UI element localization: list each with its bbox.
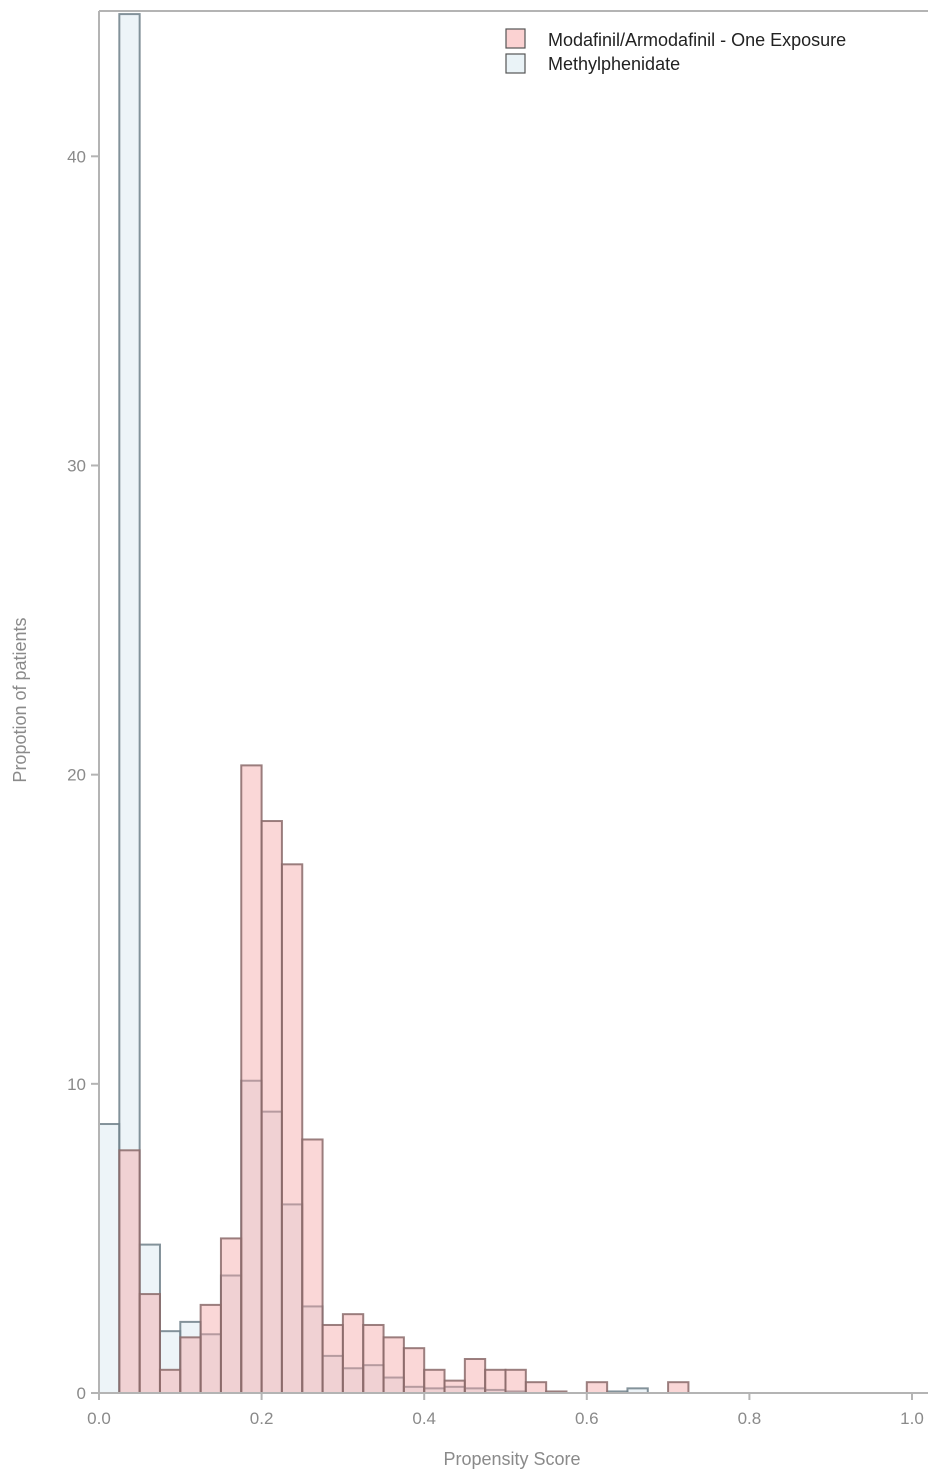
modafinil-bar-4 [179, 1336, 202, 1394]
x-tick-label-0: 0.0 [87, 1409, 111, 1428]
bars-layer [98, 13, 690, 1395]
y-tick-label-2: 20 [67, 766, 86, 785]
modafinil-bar-21 [524, 1381, 548, 1395]
legend-swatch-modafinil [505, 28, 526, 49]
modafinil-bar-18 [463, 1357, 487, 1394]
modafinil-bar-3 [158, 1368, 182, 1395]
legend-swatch-methylphenidate [505, 53, 526, 74]
axes-layer [98, 10, 928, 1394]
x-axis-title: Propensity Score [443, 1449, 580, 1469]
x-tick-label-1: 0.2 [250, 1409, 274, 1428]
methylphenidate-bar-0 [98, 1123, 121, 1395]
modafinil-bar-1 [118, 1149, 141, 1395]
x-tick-label-3: 0.6 [575, 1409, 599, 1428]
legend-label-modafinil: Modafinil/Armodafinil - One Exposure [548, 30, 846, 50]
modafinil-bar-10 [301, 1138, 324, 1394]
modafinil-bar-13 [362, 1323, 385, 1394]
modafinil-bar-5 [199, 1303, 222, 1395]
modafinil-bar-8 [260, 820, 283, 1394]
modafinil-bar-16 [423, 1368, 446, 1395]
modafinil-bar-2 [138, 1293, 161, 1395]
x-tick-label-2: 0.4 [412, 1409, 436, 1428]
y-tick-label-1: 10 [67, 1075, 86, 1094]
y-axis-title: Propotion of patients [10, 617, 30, 782]
y-tick-label-3: 30 [67, 456, 86, 475]
modafinil-bar-6 [219, 1237, 243, 1395]
modafinil-bar-7 [240, 764, 263, 1394]
legend-label-methylphenidate: Methylphenidate [548, 54, 680, 74]
y-tick-label-0: 0 [77, 1384, 86, 1403]
modafinil-bar-11 [321, 1323, 344, 1394]
modafinil-bar-14 [382, 1336, 405, 1394]
modafinil-bar-19 [484, 1368, 507, 1395]
modafinil-bar-24 [585, 1381, 609, 1395]
legend: Modafinil/Armodafinil - One Exposure Met… [505, 28, 846, 74]
modafinil-bar-20 [504, 1368, 527, 1395]
modafinil-bar-12 [341, 1313, 365, 1395]
x-tick-label-5: 1.0 [900, 1409, 924, 1428]
modafinil-bar-17 [443, 1379, 466, 1395]
x-tick-label-4: 0.8 [738, 1409, 762, 1428]
ticks-layer: 0.0 0.2 0.4 0.6 0.8 1.0 0 10 20 30 40 [67, 147, 924, 1428]
y-tick-label-4: 40 [67, 147, 86, 166]
modafinil-bar-28 [667, 1381, 690, 1395]
modafinil-bar-15 [402, 1347, 426, 1395]
modafinil-bar-9 [280, 863, 304, 1394]
